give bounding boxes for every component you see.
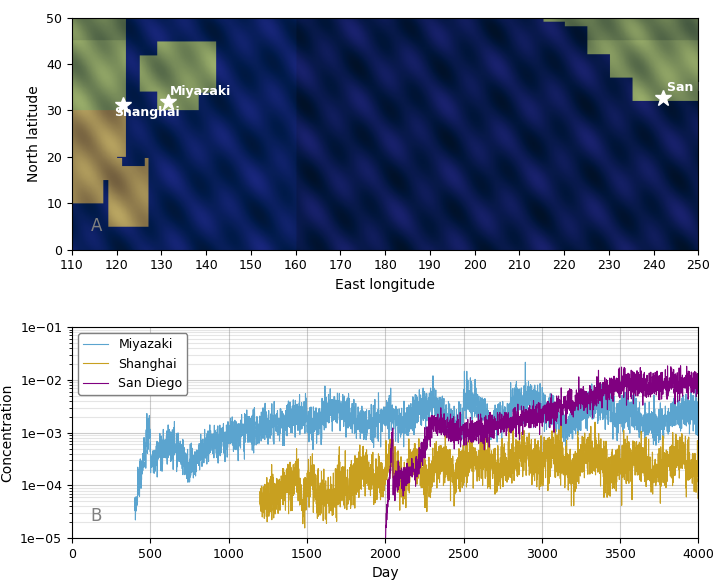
San Diego: [694, 380, 703, 387]
Line: San Diego: San Diego: [385, 366, 698, 553]
Miyazaki: [334, 401, 343, 408]
Shanghai: [334, 452, 343, 459]
Miyazaki: [156, 452, 164, 459]
Text: Shanghai: Shanghai: [114, 106, 180, 119]
Shanghai: [494, 475, 503, 482]
Miyazaki: [341, 400, 350, 407]
San Diego: [494, 418, 503, 425]
Text: B: B: [91, 507, 102, 525]
Miyazaki: [192, 466, 201, 473]
X-axis label: East longitude: East longitude: [336, 278, 435, 292]
Text: San Diego: San Diego: [667, 81, 720, 94]
Miyazaki: [494, 424, 503, 431]
Legend: Miyazaki, Shanghai, San Diego: Miyazaki, Shanghai, San Diego: [78, 333, 187, 395]
Line: Shanghai: Shanghai: [260, 421, 698, 528]
X-axis label: Day: Day: [372, 566, 399, 580]
Shanghai: [341, 492, 350, 499]
Shanghai: [694, 476, 703, 483]
Line: Miyazaki: Miyazaki: [135, 362, 698, 520]
Text: Miyazaki: Miyazaki: [170, 85, 231, 98]
Text: A: A: [91, 217, 102, 235]
Miyazaki: [383, 413, 392, 420]
Miyazaki: [694, 421, 703, 428]
San Diego: [383, 509, 392, 516]
Y-axis label: Concentration: Concentration: [1, 384, 14, 482]
Shanghai: [383, 471, 392, 478]
Y-axis label: North latitude: North latitude: [27, 85, 41, 182]
